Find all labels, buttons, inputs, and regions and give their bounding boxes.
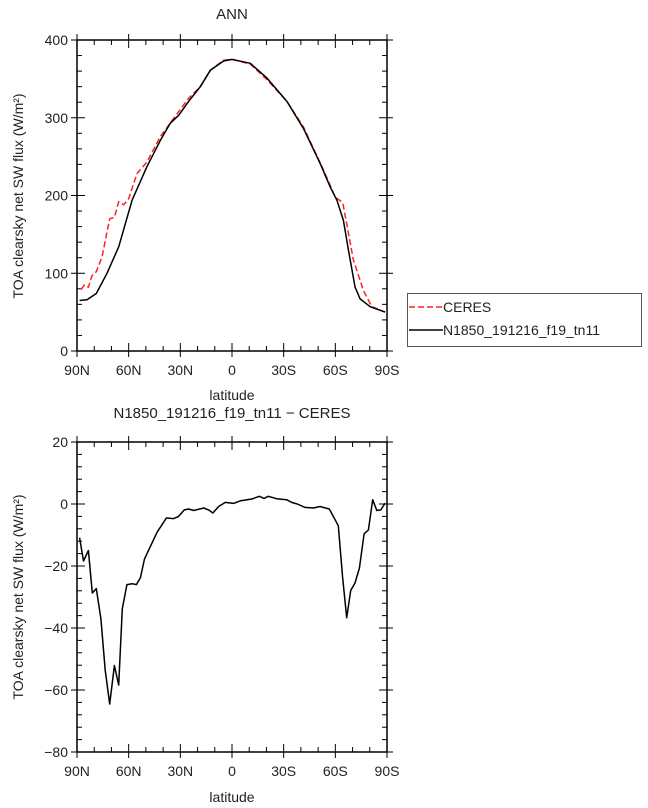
series-line-n1850-191216-f19-tn11	[79, 58, 386, 313]
y-tick-label: 0	[60, 496, 68, 512]
legend-label-ceres: CERES	[443, 299, 491, 315]
x-axis-label: latitude	[209, 387, 254, 403]
top-panel-annual-flux: ANN latitude TOA clearsky net SW flux (W…	[10, 6, 399, 403]
y-axis-label: TOA clearsky net SW flux (W/m²)	[10, 494, 26, 699]
x-tick-label: 90S	[375, 362, 400, 378]
x-tick-label: 90S	[375, 763, 400, 779]
x-tick-label: 60N	[116, 763, 142, 779]
bottom-panel-difference: N1850_191216_f19_tn11 − CERES latitude T…	[10, 405, 399, 805]
x-tick-label: 0	[228, 763, 236, 779]
y-tick-label: −80	[44, 744, 68, 760]
legend-box	[407, 293, 642, 347]
x-tick-label: 60S	[323, 362, 348, 378]
y-tick-label: −60	[44, 682, 68, 698]
x-tick-label: 0	[228, 362, 236, 378]
legend-label-model: N1850_191216_f19_tn11	[443, 322, 600, 338]
y-tick-label: 0	[60, 343, 68, 359]
x-tick-label: 90N	[64, 362, 90, 378]
y-tick-label: 200	[45, 188, 69, 204]
x-tick-label: 90N	[64, 763, 90, 779]
plot-frame	[76, 39, 388, 352]
y-tick-label: 100	[45, 265, 69, 281]
series-line-difference	[78, 495, 386, 705]
x-tick-label: 30N	[167, 362, 193, 378]
x-tick-label: 60N	[116, 362, 142, 378]
x-tick-label: 60S	[323, 763, 348, 779]
y-tick-label: 20	[52, 434, 68, 450]
chart-title: ANN	[216, 6, 248, 23]
x-axis-label: latitude	[209, 789, 254, 805]
plot-frame	[76, 441, 388, 753]
x-tick-label: 30N	[167, 763, 193, 779]
legend: CERES N1850_191216_f19_tn11	[407, 293, 642, 347]
x-tick-label: 30S	[271, 362, 296, 378]
y-tick-label: −20	[44, 558, 68, 574]
series-line-ceres	[80, 58, 386, 313]
chart-title: N1850_191216_f19_tn11 − CERES	[114, 405, 351, 422]
x-tick-label: 30S	[271, 763, 296, 779]
y-axis-label: TOA clearsky net SW flux (W/m²)	[10, 93, 26, 298]
y-tick-label: 400	[45, 32, 69, 48]
y-tick-label: 300	[45, 110, 69, 126]
y-tick-label: −40	[44, 620, 68, 636]
